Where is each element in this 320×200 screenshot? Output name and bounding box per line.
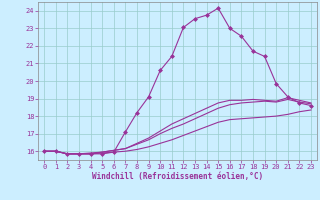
X-axis label: Windchill (Refroidissement éolien,°C): Windchill (Refroidissement éolien,°C) — [92, 172, 263, 181]
